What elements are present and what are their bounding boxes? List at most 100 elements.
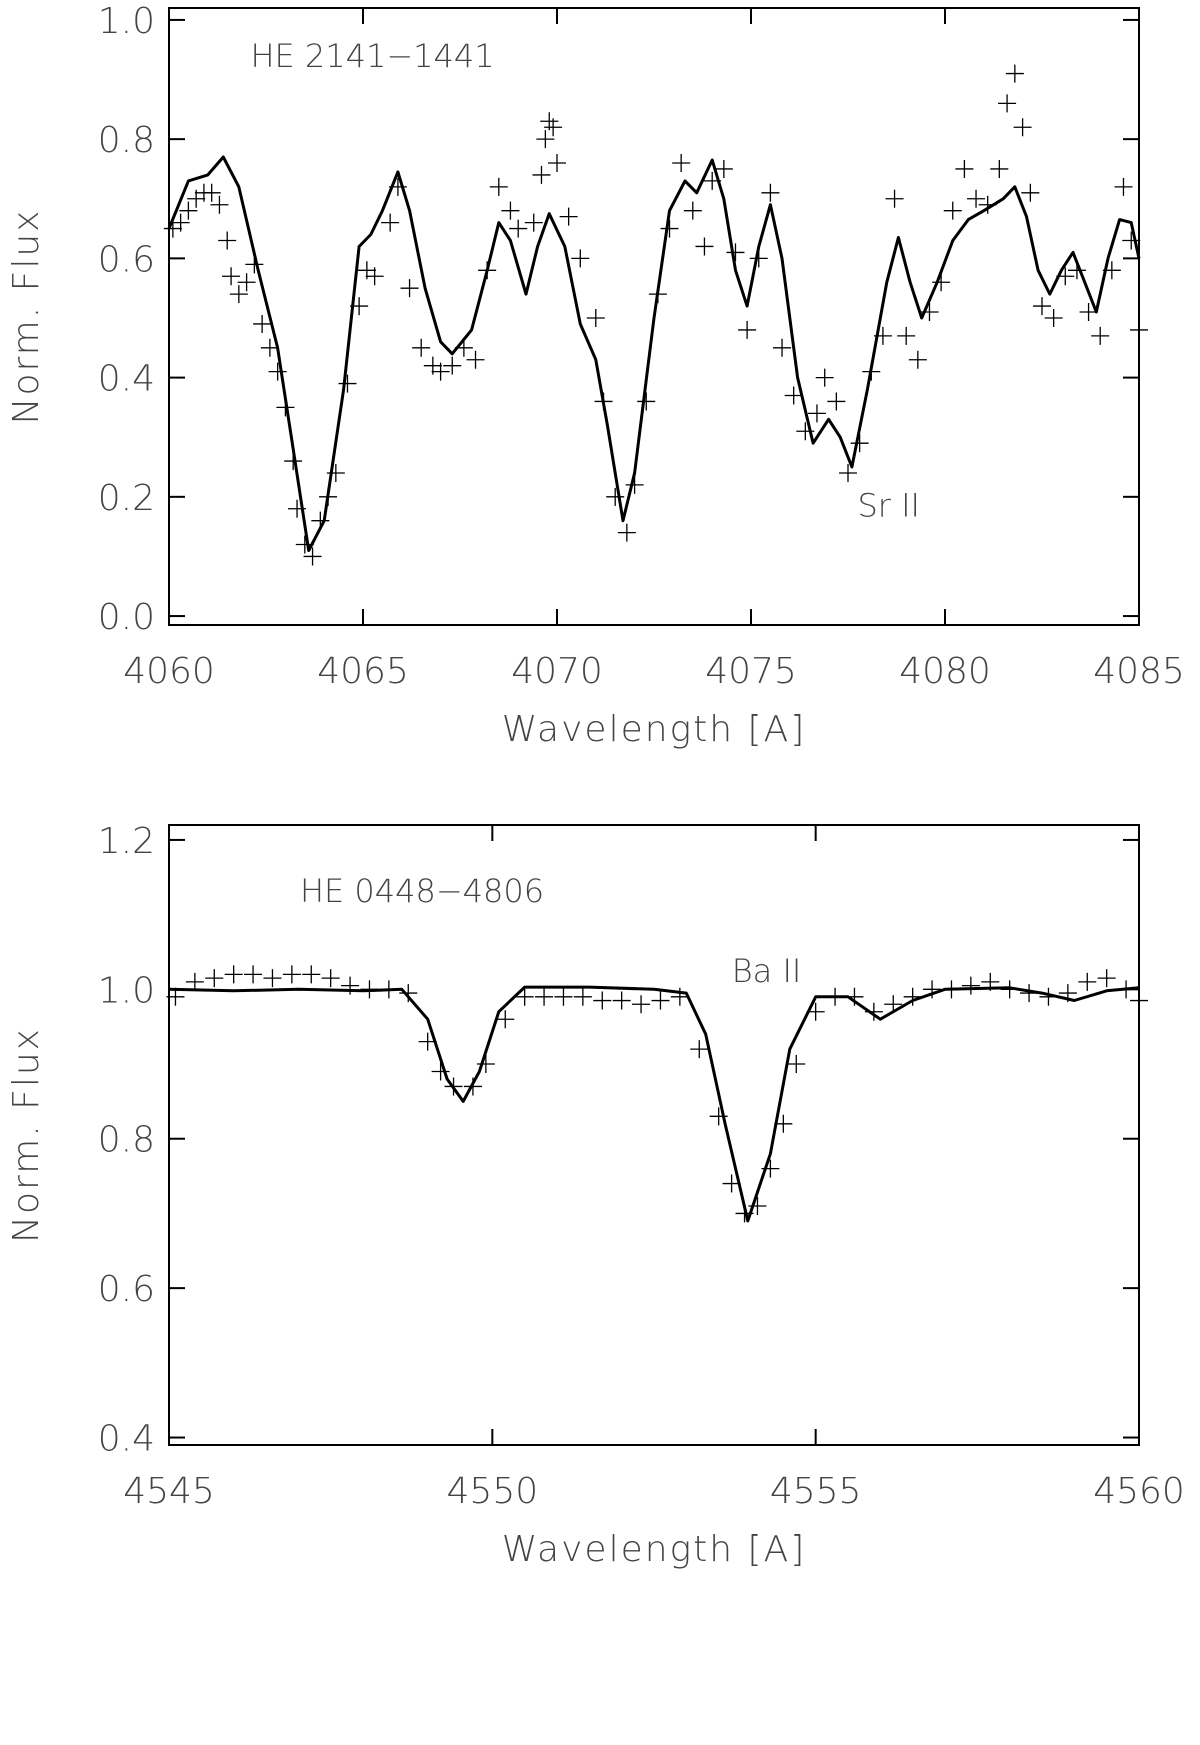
data-point — [399, 984, 418, 1003]
data-point — [544, 118, 563, 137]
data-point — [263, 969, 282, 988]
x-tick-label: 4550 — [447, 1471, 539, 1512]
data-point — [606, 487, 625, 506]
x-tick-label: 4545 — [123, 1471, 215, 1512]
data-point — [885, 189, 904, 208]
data-point — [1005, 64, 1024, 83]
data-point — [967, 189, 986, 208]
y-tick-label: 1.2 — [98, 821, 155, 862]
data-point — [1044, 308, 1063, 327]
data-point — [260, 338, 279, 357]
y-tick-label: 0.4 — [98, 1419, 155, 1460]
data-point — [787, 1055, 806, 1074]
data-point — [253, 314, 272, 333]
y-axis-label: Norm. Flux — [6, 1027, 47, 1243]
y-tick-label: 0.4 — [98, 359, 155, 400]
data-point — [593, 991, 612, 1010]
panel: 4060 4065 4070 4075 4080 4085 0.0 0.2 0.4 0.6 0.8 1… — [6, 1, 1185, 750]
x-tick-label: 4065 — [317, 651, 409, 692]
data-point — [672, 153, 691, 172]
data-point — [815, 368, 834, 387]
line-annotation: Sr II — [857, 487, 920, 525]
data-point — [738, 320, 757, 339]
data-point — [773, 338, 792, 357]
data-point — [955, 159, 974, 178]
data-point — [515, 987, 534, 1006]
x-tick-label: 4070 — [511, 651, 603, 692]
y-tick-label: 0.2 — [98, 478, 155, 519]
data-point — [509, 219, 528, 238]
data-point — [1013, 118, 1032, 137]
data-point — [660, 219, 679, 238]
data-point — [400, 279, 419, 298]
data-point — [807, 404, 826, 423]
y-tick-label: 0.6 — [98, 239, 155, 280]
data-point — [1033, 297, 1051, 316]
data-point — [990, 159, 1009, 178]
line-annotation: Ba II — [732, 952, 802, 990]
data-point — [338, 374, 357, 393]
data-point — [1091, 326, 1110, 345]
data-point — [431, 1062, 450, 1081]
data-point — [443, 356, 462, 375]
y-tick-label: 0.8 — [98, 1120, 155, 1161]
data-point — [466, 350, 485, 369]
data-point — [897, 326, 916, 345]
data-point — [205, 969, 224, 988]
data-point — [365, 267, 384, 286]
data-point — [237, 273, 256, 292]
data-point — [554, 987, 573, 1006]
data-point — [222, 267, 241, 286]
x-axis-label: Wavelength [A] — [502, 709, 806, 750]
data-point — [282, 965, 301, 984]
data-point — [1078, 972, 1097, 991]
data-point — [690, 1040, 709, 1059]
data-point — [932, 273, 951, 292]
data-point — [218, 231, 237, 250]
y-tick-label: 0.8 — [98, 120, 155, 161]
data-point — [171, 213, 190, 232]
data-point — [244, 965, 263, 984]
data-point — [412, 338, 431, 357]
data-point — [961, 976, 980, 995]
model-line — [167, 155, 1141, 552]
data-point — [532, 165, 551, 184]
data-point — [726, 243, 745, 262]
data-point — [1097, 969, 1116, 988]
data-point — [179, 201, 198, 220]
data-point — [535, 987, 554, 1006]
x-tick-label: 4555 — [770, 1471, 862, 1512]
y-axis-label: Norm. Flux — [6, 209, 47, 425]
data-point — [586, 308, 605, 327]
data-point — [1021, 183, 1040, 202]
y-tick-label: 1.0 — [98, 1, 155, 42]
panel: 4545 4550 4555 4560 0.4 0.6 0.8 1.0 1.2 Wavelengt… — [6, 821, 1185, 1570]
x-tick-label: 4085 — [1093, 651, 1185, 692]
data-point — [1114, 177, 1133, 196]
data-point — [1130, 991, 1148, 1010]
data-point — [632, 995, 651, 1014]
data-point — [651, 991, 670, 1010]
y-tick-label: 1.0 — [98, 970, 155, 1011]
x-tick-label: 4075 — [705, 651, 797, 692]
data-point — [496, 1010, 515, 1029]
data-point — [202, 183, 221, 202]
data-point — [784, 386, 803, 405]
data-point — [573, 987, 592, 1006]
data-point — [210, 195, 229, 214]
star-label: HE 2141−1441 — [250, 37, 494, 75]
data-point — [268, 362, 287, 381]
data-point — [827, 392, 846, 411]
data-point — [850, 434, 869, 453]
data-point — [489, 177, 508, 196]
data-point — [1122, 231, 1141, 250]
data-point — [224, 965, 243, 984]
y-tick-label: 0.0 — [98, 597, 155, 638]
data-point — [524, 213, 543, 232]
data-point — [839, 463, 857, 482]
data-point — [761, 183, 780, 202]
data-point — [548, 153, 566, 172]
data-point — [431, 362, 450, 381]
